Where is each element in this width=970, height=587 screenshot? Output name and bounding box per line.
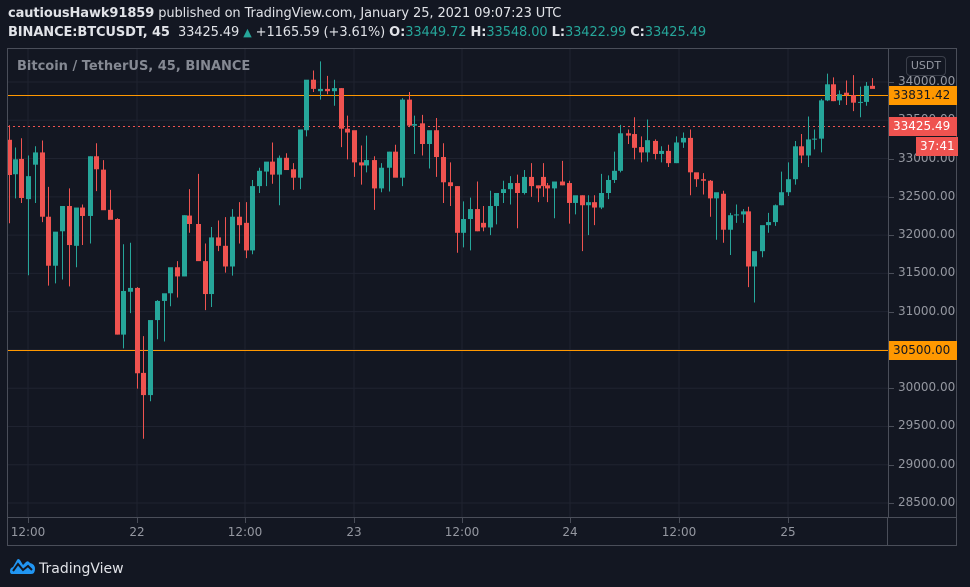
candlestick-chart[interactable] (8, 49, 888, 517)
time-tick (462, 518, 463, 523)
symbol-name: BINANCE:BTCUSDT, 45 (8, 25, 170, 40)
bar-countdown-tag: 37:41 (916, 137, 958, 156)
price-label: 29500.00 (898, 418, 956, 433)
footer: TradingView (10, 557, 124, 581)
chart-frame (7, 48, 957, 546)
resistance-price-tag: 33831.42 (889, 86, 957, 105)
price-label: 34000.00 (898, 74, 956, 88)
support-price-tag: 30500.00 (889, 341, 957, 360)
chart-title: Bitcoin / TetherUS, 45, BINANCE (17, 59, 251, 74)
currency-button[interactable]: USDT (906, 56, 946, 76)
high-value: 33548.00 (486, 25, 548, 40)
publish-info: cautiousHawk91859 published on TradingVi… (8, 6, 561, 21)
last-price-tag: 33425.49 (889, 117, 957, 136)
price-tick (889, 196, 894, 198)
time-label: 12:00 (227, 525, 263, 539)
high-label: H: (470, 25, 487, 40)
publish-text: published on TradingView.com, January 25… (158, 6, 562, 21)
publisher-name[interactable]: cautiousHawk91859 (8, 6, 155, 21)
price-tick (889, 158, 894, 160)
tradingview-brand[interactable]: TradingView (39, 561, 124, 577)
time-tick (788, 518, 789, 523)
price-tick (889, 426, 894, 428)
last-price: 33425.49 (177, 25, 240, 40)
time-label: 12:00 (10, 525, 46, 539)
price-change: +1165.59 (+3.61%) (255, 25, 386, 40)
symbol-info: BINANCE:BTCUSDT, 45 33425.49 ▲ +1165.59 … (8, 25, 706, 40)
tradingview-cloud-icon[interactable] (10, 557, 36, 581)
triangle-up-icon: ▲ (243, 26, 252, 39)
open-label: O: (389, 25, 406, 40)
time-label: 12:00 (444, 525, 480, 539)
price-tick (889, 235, 894, 237)
price-label: 31500.00 (898, 265, 956, 280)
price-tick (889, 388, 894, 390)
price-axis[interactable] (888, 49, 957, 517)
price-label: 31000.00 (898, 303, 956, 318)
time-tick (137, 518, 138, 523)
time-tick (679, 518, 680, 523)
time-label: 23 (346, 525, 362, 539)
time-label: 22 (129, 525, 145, 539)
time-tick (245, 518, 246, 523)
price-tick (889, 273, 894, 275)
time-tick (28, 518, 29, 523)
low-label: L: (551, 25, 565, 40)
price-label: 32500.00 (898, 188, 956, 203)
chart-plot-area[interactable] (8, 49, 888, 517)
time-label: 12:00 (661, 525, 697, 539)
time-label: 24 (562, 525, 578, 539)
time-tick (570, 518, 571, 523)
price-tick (889, 503, 894, 505)
close-value: 33425.49 (644, 25, 707, 40)
price-label: 28500.00 (898, 495, 956, 510)
price-tick (889, 82, 894, 83)
time-label: 25 (780, 525, 796, 539)
price-tick (889, 311, 894, 313)
time-tick (354, 518, 355, 523)
low-value: 33422.99 (564, 25, 627, 40)
price-tick (889, 464, 894, 466)
time-axis[interactable] (8, 517, 956, 546)
close-label: C: (630, 25, 645, 40)
price-label: 30000.00 (898, 380, 956, 395)
axis-corner (887, 518, 888, 546)
open-value: 33449.72 (405, 25, 467, 40)
price-label: 32000.00 (898, 227, 956, 242)
price-label: 29000.00 (898, 456, 956, 471)
